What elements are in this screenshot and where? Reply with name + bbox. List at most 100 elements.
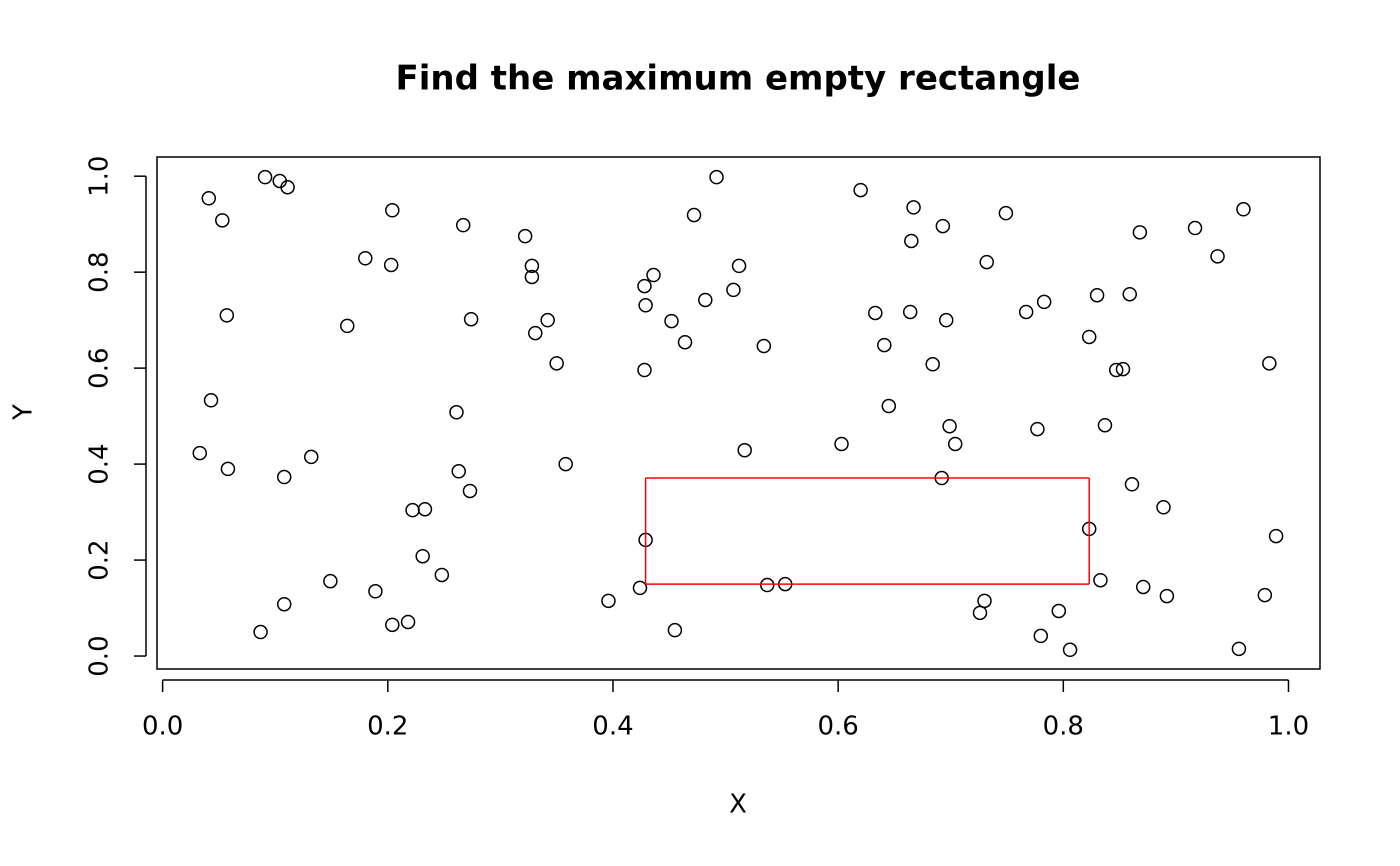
point [998, 205, 1014, 221]
point [925, 357, 940, 372]
point [1097, 417, 1113, 433]
y-tick-label: 0.6 [85, 347, 115, 388]
point [686, 207, 702, 223]
point [385, 617, 400, 633]
x-tick-label: 1.0 [1268, 712, 1309, 742]
point [677, 334, 693, 350]
point [517, 228, 533, 244]
point [280, 179, 295, 195]
point [737, 442, 752, 458]
point [368, 584, 383, 599]
point [947, 436, 963, 452]
point [1081, 329, 1097, 345]
point [1018, 304, 1034, 320]
point [902, 304, 918, 320]
point [868, 305, 883, 321]
y-tick-label: 0.0 [85, 635, 115, 676]
point [449, 405, 464, 420]
point [1036, 294, 1052, 310]
x-axis-label: X [729, 790, 747, 820]
point [201, 191, 217, 206]
point [1108, 362, 1124, 378]
point [1156, 500, 1171, 515]
point [415, 548, 430, 564]
point [1132, 225, 1148, 240]
point [417, 501, 433, 517]
point [203, 393, 219, 408]
point [646, 267, 661, 283]
point [834, 436, 849, 452]
point [340, 318, 355, 334]
point [1089, 287, 1105, 303]
point [877, 337, 892, 353]
point [935, 218, 951, 234]
plot-frame [156, 156, 1321, 670]
point [455, 217, 471, 233]
x-tick-label: 0.8 [1043, 712, 1084, 742]
point [219, 308, 235, 323]
point [972, 605, 988, 621]
point [906, 200, 921, 215]
point [253, 624, 268, 640]
point [1257, 587, 1273, 603]
y-tick-label: 0.2 [85, 539, 115, 580]
y-tick-label: 0.8 [85, 251, 115, 292]
y-axis-label: Y [9, 404, 39, 421]
point [904, 233, 919, 249]
point [1124, 477, 1140, 492]
chart-title: Find the maximum empty rectangle [396, 59, 1081, 99]
point [942, 418, 957, 434]
point [558, 456, 573, 472]
point [303, 449, 319, 465]
point [434, 567, 450, 583]
x-tick-label: 0.4 [592, 712, 633, 742]
point [667, 622, 683, 638]
point [400, 614, 416, 630]
point [276, 469, 292, 485]
point [938, 312, 954, 328]
point [881, 398, 897, 414]
point [385, 203, 400, 218]
point [524, 269, 540, 285]
point [451, 464, 466, 479]
point [979, 254, 994, 270]
point [276, 596, 292, 612]
y-tick-label: 0.4 [85, 443, 115, 484]
point [1187, 220, 1203, 236]
point [1030, 421, 1045, 437]
point [638, 298, 653, 313]
point [731, 258, 747, 274]
point [601, 593, 616, 609]
point [1033, 628, 1049, 644]
point [709, 169, 724, 185]
point [1262, 356, 1277, 371]
point [977, 593, 992, 609]
point [463, 311, 479, 327]
point [632, 580, 648, 596]
point [1135, 579, 1151, 595]
point [726, 282, 741, 298]
x-tick-label: 0.2 [367, 712, 408, 742]
point [1093, 572, 1108, 588]
point [759, 577, 775, 593]
point [853, 182, 868, 198]
point [1231, 641, 1247, 657]
point [528, 325, 543, 341]
point [540, 312, 555, 328]
point [358, 250, 373, 266]
point [524, 258, 540, 274]
point [637, 362, 652, 378]
x-tick-label: 0.0 [142, 712, 183, 742]
y-tick-label: 1.0 [85, 156, 115, 197]
point [462, 483, 478, 499]
point [1062, 642, 1078, 658]
point [323, 573, 338, 589]
point [383, 257, 399, 273]
point [220, 461, 236, 477]
point [664, 313, 679, 329]
point [257, 169, 273, 185]
point [1051, 603, 1067, 619]
point [1236, 202, 1251, 217]
point [215, 213, 230, 228]
